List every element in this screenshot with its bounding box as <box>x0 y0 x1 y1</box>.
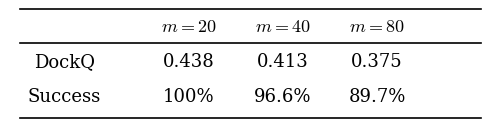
Text: $m = 40$: $m = 40$ <box>255 18 310 36</box>
Text: 0.413: 0.413 <box>257 53 309 71</box>
Text: 0.375: 0.375 <box>351 53 403 71</box>
Text: $m = 20$: $m = 20$ <box>161 18 216 36</box>
Text: DockQ: DockQ <box>34 53 95 71</box>
Text: Success: Success <box>28 88 101 106</box>
Text: $m = 80$: $m = 80$ <box>349 18 405 36</box>
Text: 89.7%: 89.7% <box>348 88 406 106</box>
Text: 96.6%: 96.6% <box>254 88 311 106</box>
Text: 100%: 100% <box>163 88 214 106</box>
Text: 0.438: 0.438 <box>163 53 214 71</box>
